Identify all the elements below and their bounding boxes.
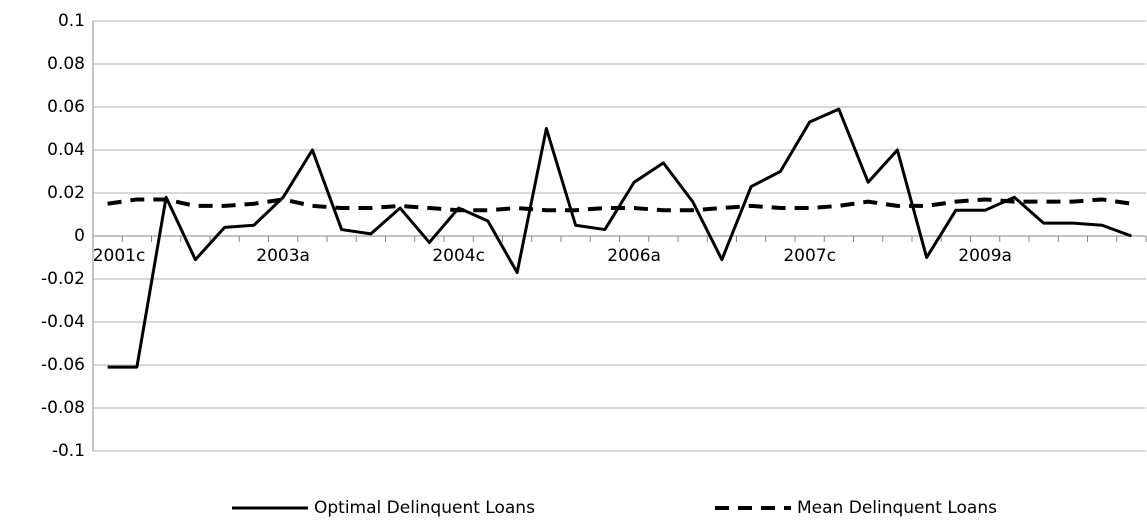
x-tick-label: 2004c [432,246,485,266]
y-tick-label: -0.02 [41,269,85,289]
y-tick-label: 0.1 [58,11,85,31]
x-tick-label: 2007c [783,246,836,266]
y-tick-label: 0.06 [47,97,85,117]
y-tick-label: 0.02 [47,183,85,203]
x-tick-label: 2003a [256,246,310,266]
y-tick-label: -0.06 [41,355,85,375]
y-tick-label: -0.08 [41,398,85,418]
y-tick-label: -0.04 [41,312,85,332]
y-tick-label: 0.08 [47,54,85,74]
y-tick-label: 0 [74,226,85,246]
legend-label: Optimal Delinquent Loans [314,498,535,518]
y-tick-label: 0.04 [47,140,85,160]
x-tick-label: 2001c [93,246,146,266]
x-tick-label: 2006a [607,246,661,266]
x-tick-label: 2009a [958,246,1012,266]
series-line [107,197,1132,213]
y-tick-label: -0.1 [52,441,85,461]
legend-label: Mean Delinquent Loans [797,498,997,518]
